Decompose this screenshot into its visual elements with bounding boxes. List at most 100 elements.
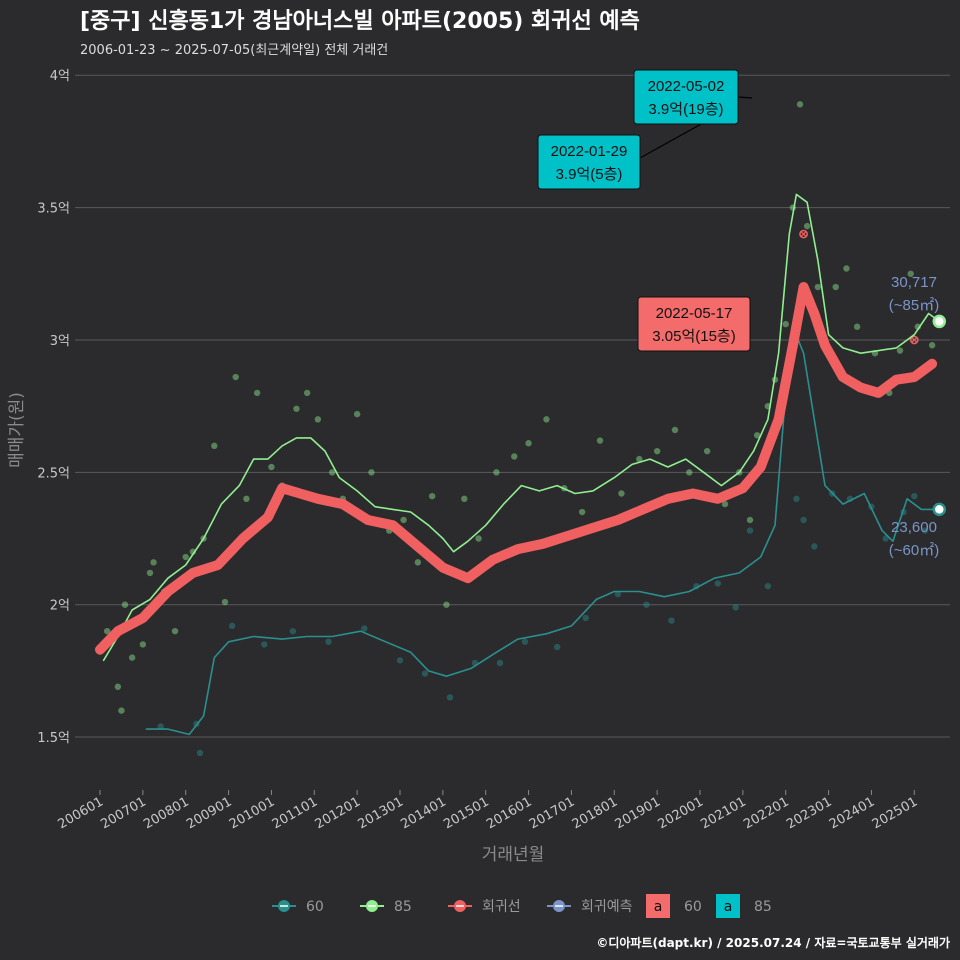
- legend-label: 60: [684, 899, 702, 915]
- scatter-point-60: [361, 625, 368, 632]
- scatter-point-60: [714, 580, 722, 587]
- scatter-point-85: [653, 447, 661, 455]
- scatter-point-85: [578, 508, 586, 516]
- scatter-point-60: [793, 495, 800, 502]
- scatter-point-85: [686, 469, 693, 476]
- scatter-point-60: [421, 670, 429, 677]
- callout-box: [637, 296, 751, 352]
- series-line-60: [145, 325, 941, 736]
- callout-box: [537, 134, 641, 190]
- callout-leader: [639, 117, 713, 159]
- scatter-point-85: [328, 469, 336, 476]
- scatter-point-85: [118, 707, 125, 714]
- scatter-point-85: [843, 265, 850, 272]
- legend-label: 85: [754, 899, 772, 915]
- y-tick-label: 2억: [50, 599, 70, 614]
- scatter-point-85: [400, 516, 407, 524]
- y-tick-label: 2.5억: [37, 466, 70, 481]
- x-tick-label: 201001: [227, 794, 277, 832]
- x-tick-label: 202501: [870, 794, 920, 832]
- end-marker-60: [932, 502, 947, 517]
- scatter-point-85: [525, 440, 532, 447]
- y-tick-label: 3.5억: [37, 202, 70, 217]
- scatter-point-85: [232, 373, 239, 381]
- callout-date: 2022-05-02: [648, 78, 725, 95]
- legend-swatch-letter: a: [724, 899, 733, 915]
- scatter-point-60: [732, 604, 739, 611]
- legend-swatch-box: [646, 894, 670, 918]
- x-tick-label: 201501: [441, 794, 491, 832]
- scatter-points: [103, 101, 936, 757]
- grid-lines: [75, 74, 950, 738]
- scatter-point-60: [746, 527, 754, 534]
- scatter-point-85: [314, 416, 322, 423]
- scatter-point-60: [668, 617, 675, 624]
- callout-value: 3.9억(5층): [556, 166, 623, 183]
- scatter-point-60: [446, 694, 454, 701]
- scatter-point-85: [671, 426, 679, 434]
- callout-box: [633, 69, 739, 125]
- x-tick-label: 200701: [98, 794, 148, 832]
- regression-marker-cross: [800, 231, 807, 237]
- scatter-point-85: [636, 455, 643, 463]
- scatter-point-85: [211, 442, 218, 450]
- x-tick-label: 200801: [141, 794, 191, 832]
- scatter-point-85: [268, 463, 275, 471]
- x-tick-label: 201801: [570, 794, 620, 832]
- scatter-point-85: [414, 559, 422, 566]
- scatter-point-85: [475, 535, 482, 542]
- scatter-point-60: [882, 535, 889, 542]
- scatter-point-60: [325, 638, 332, 645]
- end-label-area: (~60㎡): [889, 542, 939, 559]
- chart-title: [중구] 신흥동1가 경남아너스빌 아파트(2005) 회귀선 예측: [80, 9, 640, 34]
- scatter-point-85: [814, 283, 822, 291]
- series-line-85: [102, 193, 941, 662]
- callouts: 30,717 (~85㎡) 23,600 (~60㎡) 2022-05-02 3.9억(1…: [537, 69, 947, 559]
- scatter-point-60: [643, 601, 650, 608]
- scatter-point-85: [103, 627, 111, 635]
- scatter-point-85: [832, 283, 839, 291]
- source-credit: ©디아파트(dapt.kr) / 2025.07.24 / 자료=국토교통부 실…: [596, 935, 950, 950]
- scatter-point-85: [293, 405, 300, 412]
- callout-date: 2022-05-17: [656, 305, 733, 322]
- scatter-point-85: [928, 342, 936, 349]
- scatter-point-60: [196, 749, 204, 757]
- scatter-point-60: [921, 527, 929, 534]
- x-tick-label: 202201: [741, 794, 791, 832]
- scatter-point-85: [221, 598, 229, 606]
- scatter-point-85: [114, 683, 122, 690]
- scatter-point-85: [353, 410, 361, 418]
- regression-marker-cross: [911, 337, 918, 343]
- scatter-point-60: [496, 659, 504, 667]
- scatter-point-60: [228, 622, 236, 630]
- x-tick-label: 200901: [184, 794, 234, 832]
- scatter-point-85: [121, 601, 129, 608]
- scatter-point-85: [128, 654, 136, 661]
- regression-marker: [909, 335, 919, 345]
- y-tick-label: 1.5억: [37, 731, 70, 746]
- scatter-point-85: [511, 453, 518, 460]
- scatter-point-85: [618, 490, 625, 497]
- scatter-point-85: [746, 516, 754, 524]
- scatter-point-60: [396, 657, 404, 664]
- scatter-point-85: [543, 416, 550, 423]
- x-tick-label: 201901: [613, 794, 663, 832]
- x-tick-label: 201201: [313, 794, 363, 832]
- end-marker-85: [932, 314, 947, 329]
- x-tick-label: 201401: [398, 794, 448, 832]
- scatter-point-85: [150, 559, 157, 566]
- legend-label: 회귀선: [482, 899, 521, 915]
- callout-value: 3.05억(15층): [652, 328, 735, 345]
- scatter-point-85: [907, 270, 914, 277]
- callout-date: 2022-01-29: [551, 143, 628, 160]
- scatter-point-85: [146, 569, 154, 577]
- scatter-point-60: [582, 614, 589, 622]
- x-axis-title: 거래년월: [482, 845, 545, 865]
- scatter-point-85: [596, 437, 604, 444]
- scatter-point-85: [171, 627, 179, 635]
- scatter-point-85: [243, 495, 250, 502]
- x-tick-label: 201601: [484, 794, 534, 832]
- x-axis-ticks: 2006012007012008012009012010012011012012…: [56, 790, 920, 832]
- scatter-point-85: [368, 469, 375, 476]
